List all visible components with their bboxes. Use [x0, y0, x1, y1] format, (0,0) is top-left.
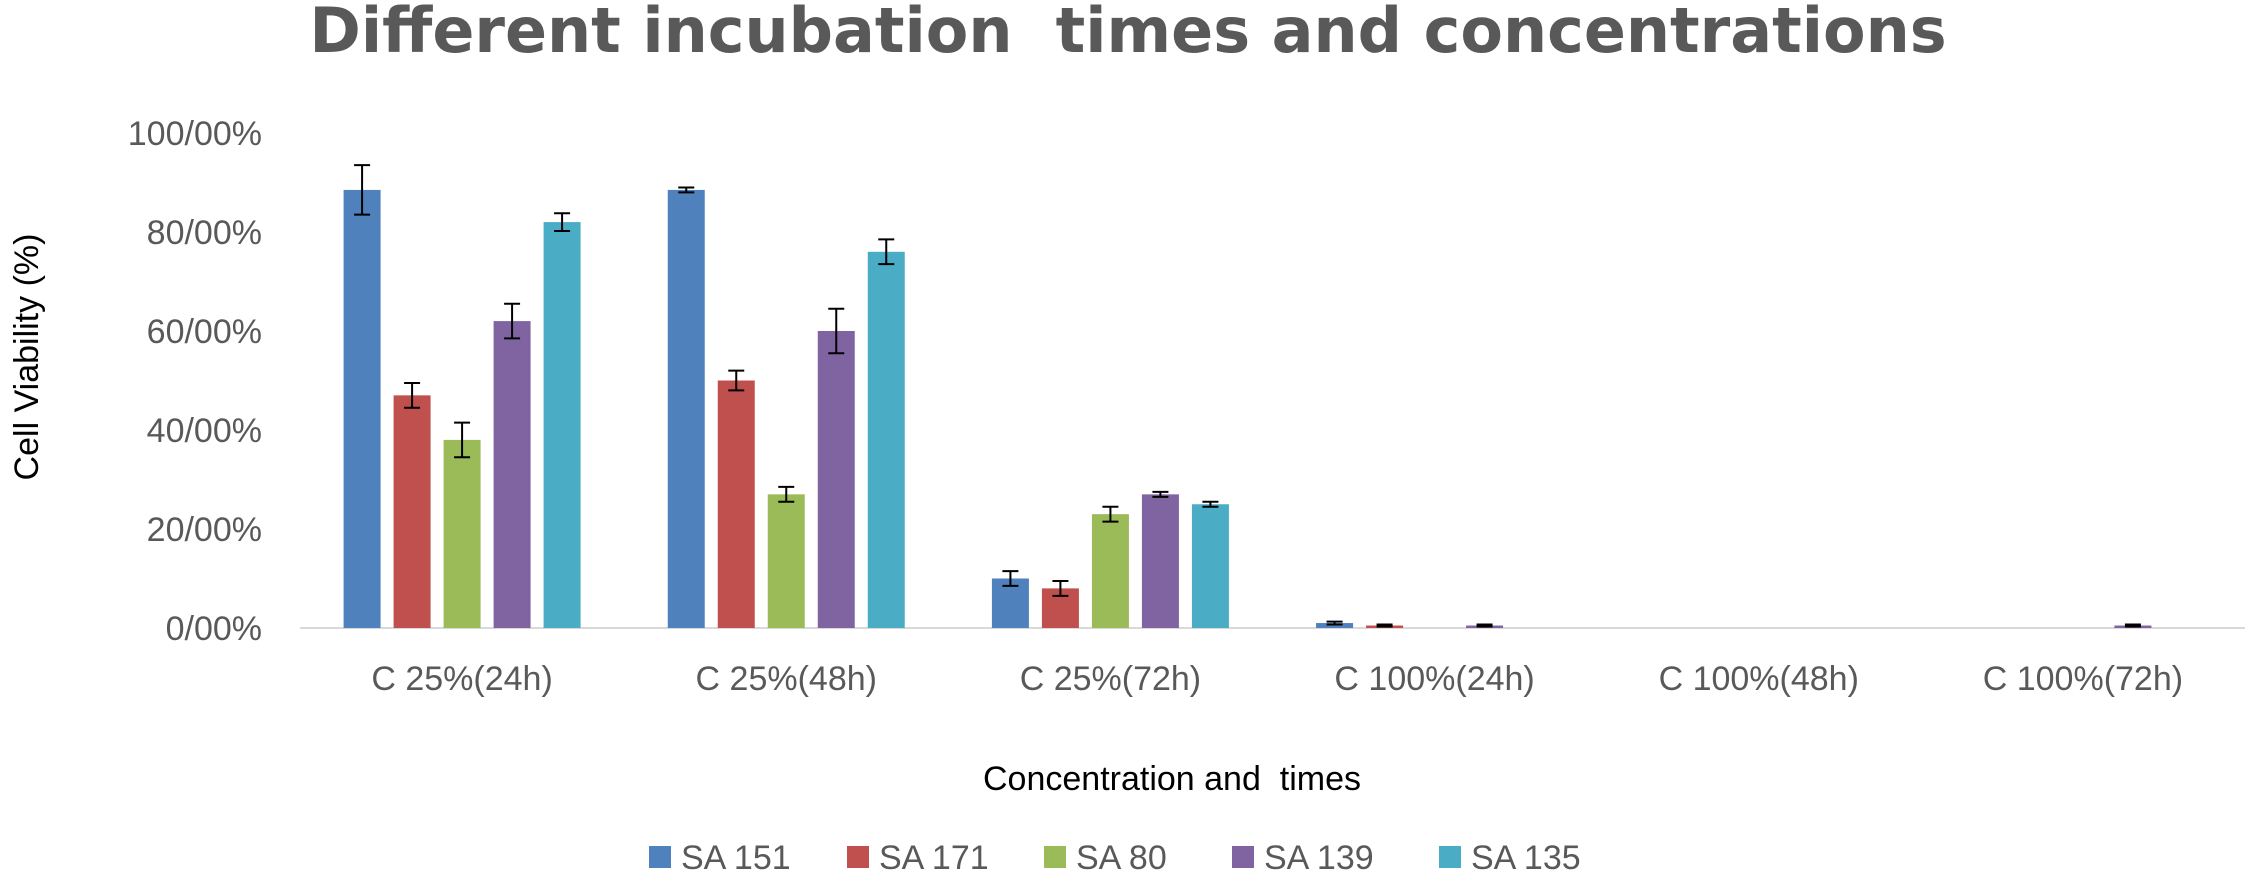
x-tick-label: C 25%(72h) — [1020, 660, 1201, 698]
legend-swatch — [847, 846, 869, 868]
bars — [343, 189, 2152, 629]
bar — [443, 439, 481, 628]
x-axis: C 25%(24h) C 25%(48h) C 25%(72h) C 100%(24h… — [371, 660, 2183, 698]
x-tick-label: C 25%(24h) — [371, 660, 552, 698]
error-bar — [454, 421, 471, 459]
error-bar — [828, 307, 845, 355]
y-tick-label: 60/00% — [147, 313, 262, 351]
error-bar — [1326, 620, 1343, 626]
y-tick-label: 40/00% — [147, 412, 262, 450]
error-bar — [678, 186, 695, 194]
legend-label: SA 139 — [1264, 839, 1374, 877]
y-axis-label: Cell Viability (%) — [8, 234, 46, 481]
legend-label: SA 171 — [879, 839, 989, 877]
error-bar — [2124, 623, 2141, 628]
legend-item: SA 80 — [1044, 839, 1167, 877]
bar — [343, 189, 381, 629]
x-tick-label: C 25%(48h) — [696, 660, 877, 698]
y-tick-label: 20/00% — [147, 511, 262, 549]
error-bar — [1376, 623, 1393, 628]
error-bar — [354, 164, 371, 216]
error-bars — [354, 164, 2141, 628]
bar — [1191, 504, 1229, 628]
legend-swatch — [1232, 846, 1254, 868]
legend-item: SA 171 — [847, 839, 989, 877]
bar — [543, 222, 581, 628]
bar — [393, 395, 431, 628]
legend-swatch — [1439, 846, 1461, 868]
chart-title: Different incubation times and concentra… — [309, 0, 1946, 67]
bar — [667, 189, 705, 629]
error-bar — [1476, 623, 1493, 628]
error-bar — [1202, 500, 1219, 508]
error-bar — [878, 238, 895, 266]
x-tick-label: C 100%(48h) — [1659, 660, 1859, 698]
y-tick-label: 100/00% — [128, 115, 262, 153]
legend-swatch — [649, 846, 671, 868]
error-bar — [1152, 490, 1169, 498]
error-bar — [1052, 579, 1069, 597]
legend: SA 151 SA 171 SA 80 SA 139 SA 135 — [649, 839, 1581, 877]
bar — [1091, 514, 1129, 628]
y-tick-label: 80/00% — [147, 214, 262, 252]
legend-label: SA 151 — [681, 839, 791, 877]
bar — [817, 331, 855, 628]
legend-swatch — [1044, 846, 1066, 868]
legend-item: SA 139 — [1232, 839, 1374, 877]
x-tick-label: C 100%(72h) — [1983, 660, 2183, 698]
x-tick-label: C 100%(24h) — [1334, 660, 1534, 698]
error-bar — [404, 381, 421, 409]
error-bar — [778, 485, 795, 503]
bar — [1141, 494, 1179, 628]
y-tick-label: 0/00% — [166, 610, 262, 648]
error-bar — [1102, 505, 1119, 523]
error-bar — [504, 302, 521, 340]
y-axis: 0/00% 20/00% 40/00% 60/00% 80/00% 100/00% — [128, 115, 262, 648]
legend-label: SA 80 — [1076, 839, 1167, 877]
bar — [767, 494, 805, 628]
error-bar — [554, 212, 571, 233]
legend-item: SA 151 — [649, 839, 791, 877]
legend-label: SA 135 — [1471, 839, 1581, 877]
error-bar — [728, 369, 745, 392]
legend-item: SA 135 — [1439, 839, 1581, 877]
bar — [493, 321, 531, 628]
x-axis-label: Concentration and times — [983, 760, 1361, 798]
bar — [717, 380, 755, 628]
bar — [867, 251, 905, 629]
error-bar — [1002, 570, 1019, 587]
